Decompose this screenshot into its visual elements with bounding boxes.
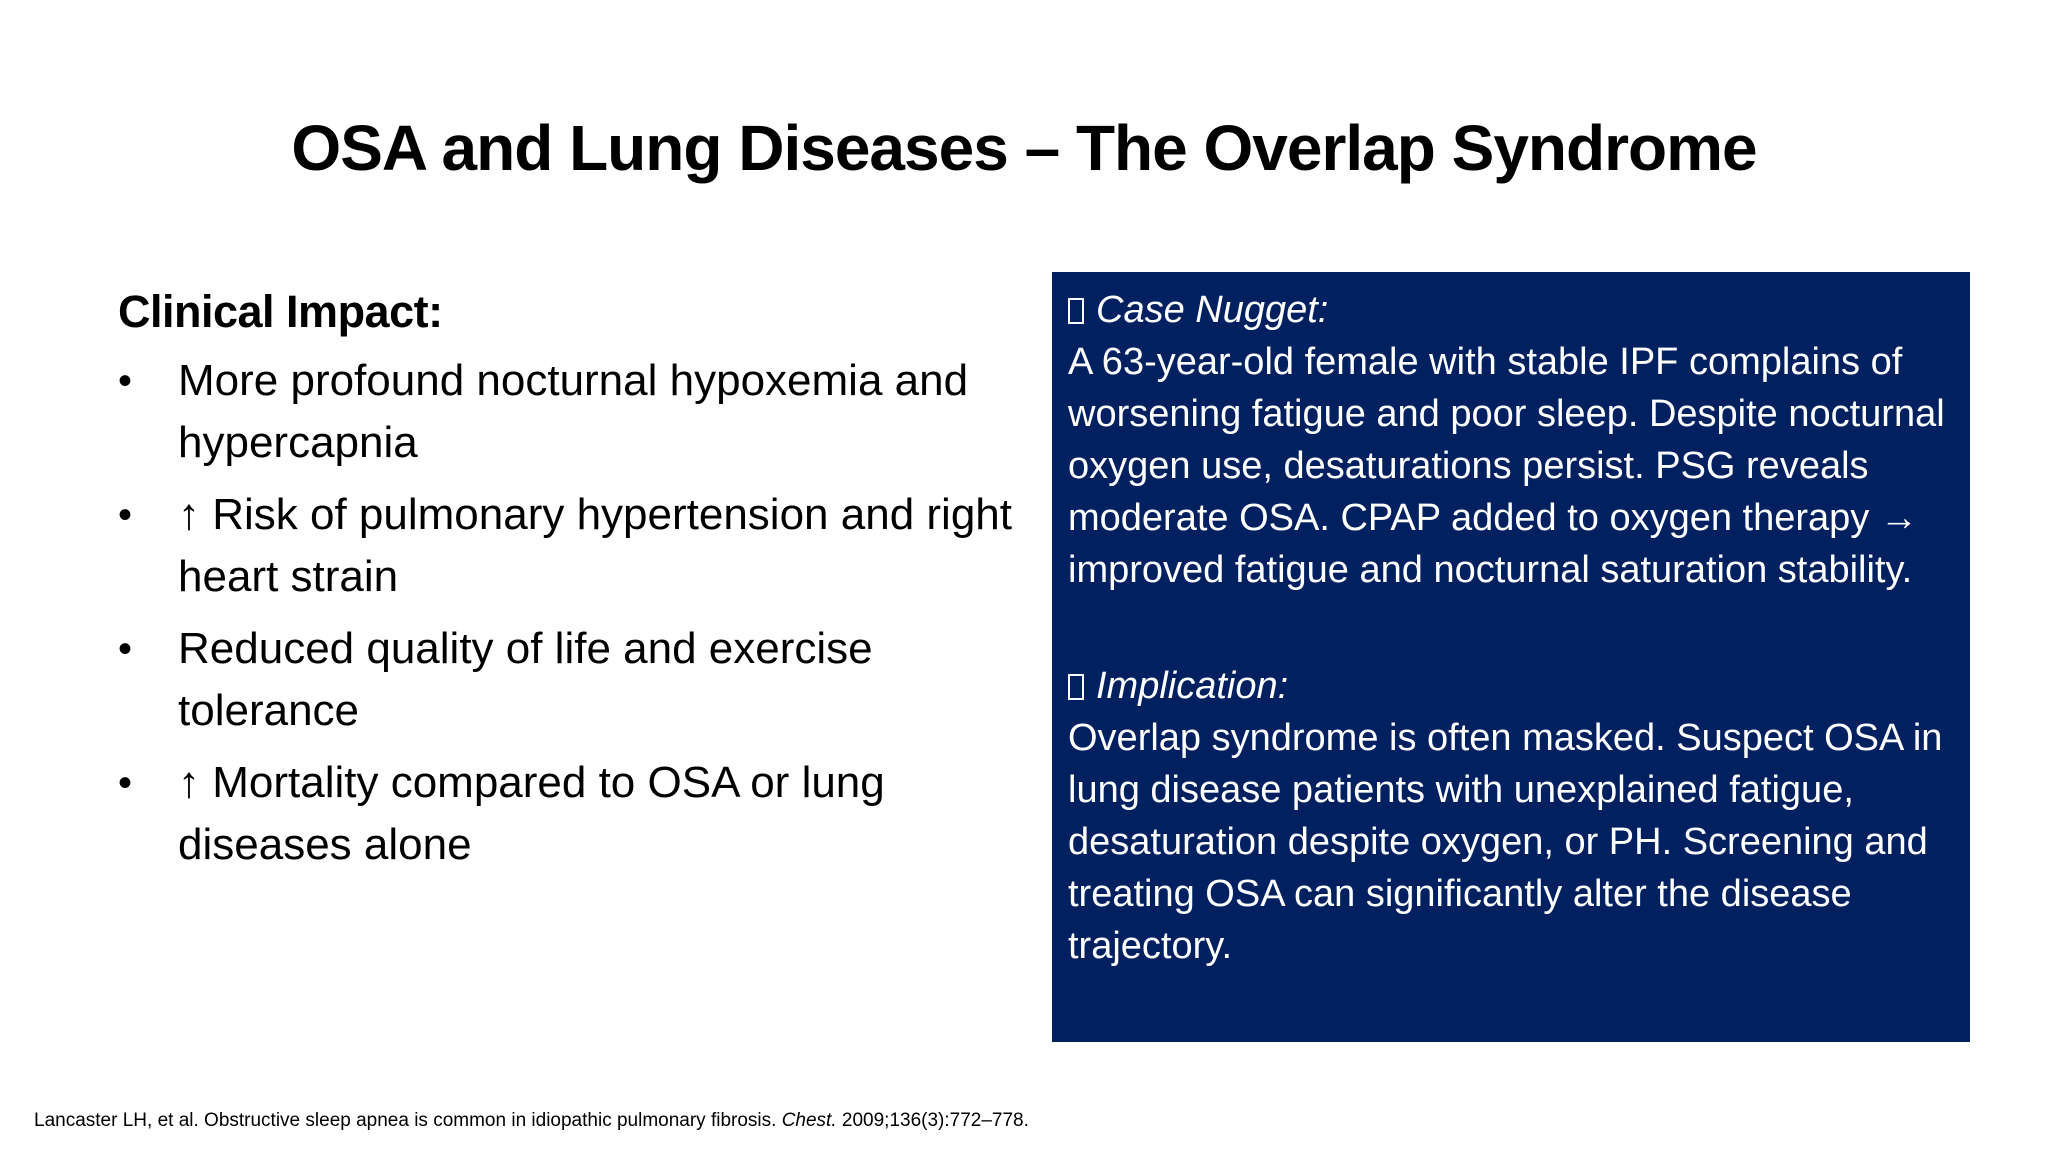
implication-section: Implication: Overlap syndrome is often m… [1068, 660, 1954, 972]
section-spacer [1068, 596, 1954, 660]
implication-heading: Implication: [1096, 665, 1289, 707]
citation-authors-title: Lancaster LH, et al. Obstructive sleep a… [34, 1110, 782, 1131]
slide-title: OSA and Lung Diseases – The Overlap Synd… [291, 112, 1757, 184]
missing-glyph-icon [1068, 674, 1084, 700]
bullet-icon: • [118, 493, 133, 537]
citation-volume: 2009;136(3):772–778. [836, 1110, 1029, 1131]
citation: Lancaster LH, et al. Obstructive sleep a… [34, 1108, 1029, 1134]
implication-text: Overlap syndrome is often masked. Suspec… [1068, 717, 1943, 967]
bullet-text: ↑ Mortality compared to OSA or lung dise… [178, 758, 885, 869]
list-item: • ↑ Risk of pulmonary hypertension and r… [118, 484, 1018, 608]
list-item: • Reduced quality of life and exercise t… [118, 618, 1018, 742]
clinical-impact-list: • More profound nocturnal hypoxemia and … [118, 350, 1018, 876]
bullet-icon: • [118, 761, 133, 805]
bullet-icon: • [118, 359, 133, 403]
case-nugget-heading: Case Nugget: [1096, 289, 1329, 331]
case-nugget-section: Case Nugget: A 63-year-old female with s… [1068, 284, 1954, 596]
clinical-impact-section: Clinical Impact: • More profound nocturn… [118, 282, 1018, 886]
bullet-text: More profound nocturnal hypoxemia and hy… [178, 356, 969, 467]
bullet-icon: • [118, 627, 133, 671]
list-item: • ↑ Mortality compared to OSA or lung di… [118, 752, 1018, 876]
citation-journal: Chest. [781, 1110, 837, 1131]
bullet-text: Reduced quality of life and exercise tol… [178, 624, 873, 735]
list-item: • More profound nocturnal hypoxemia and … [118, 350, 1018, 474]
bullet-text: ↑ Risk of pulmonary hypertension and rig… [178, 490, 1012, 601]
case-nugget-box: Case Nugget: A 63-year-old female with s… [1052, 272, 1970, 1042]
missing-glyph-icon [1068, 298, 1084, 324]
clinical-impact-heading: Clinical Impact: [118, 286, 443, 337]
case-nugget-text: A 63-year-old female with stable IPF com… [1068, 341, 1945, 591]
